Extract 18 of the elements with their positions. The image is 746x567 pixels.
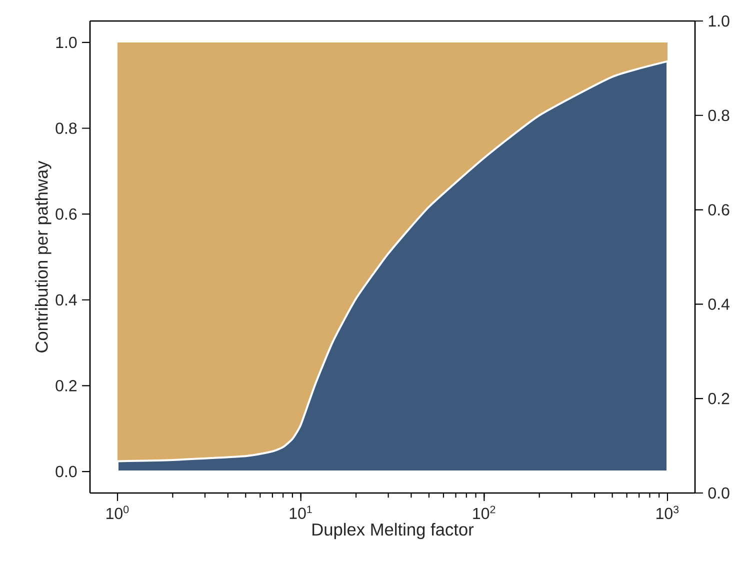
x-tick-label: 10$^{0}$: [106, 506, 129, 520]
y2-tick-label: 0.6: [708, 204, 730, 216]
y2-tick-label: 0.8: [708, 110, 730, 122]
x-tick-label: 10$^{1}$: [290, 506, 312, 519]
y-tick-label: 0.2: [56, 380, 77, 392]
y-tick-label: 1.0: [56, 36, 77, 48]
x-tick-label: 10$^{3}$: [656, 506, 679, 520]
y2-tick-label: 0.0: [708, 487, 730, 499]
y-tick-label: 0.0: [56, 466, 77, 478]
x-axis-title: Duplex Melting factor: [312, 522, 474, 540]
y2-tick-label: 0.2: [708, 392, 730, 404]
y2-tick-label: 0.4: [708, 298, 730, 310]
y-tick-label: 0.6: [56, 208, 77, 220]
y-tick-label: 0.4: [56, 294, 77, 306]
y-tick-label: 0.8: [56, 122, 77, 134]
x-tick-label: 10$^{2}$: [473, 506, 496, 520]
y-axis-title: Contribution per pathway: [35, 160, 52, 352]
y2-tick-label: 1.0: [708, 15, 730, 27]
